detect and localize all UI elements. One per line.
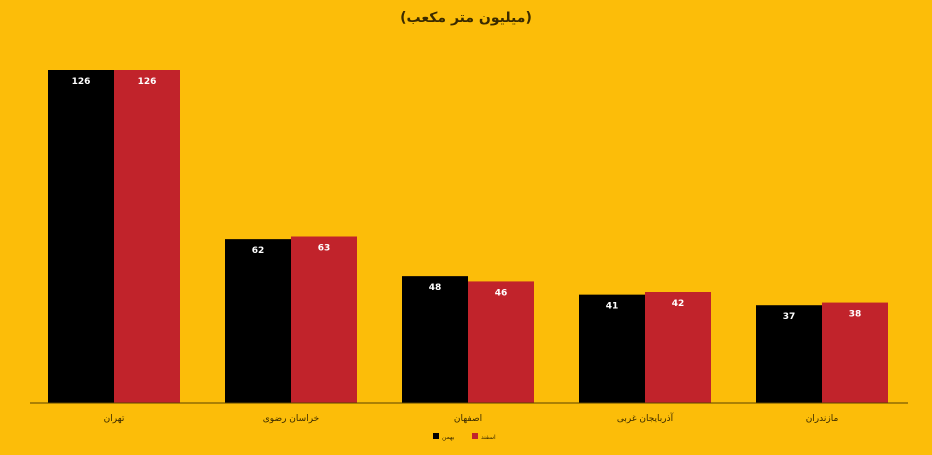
bar-4-0 bbox=[756, 305, 822, 403]
value-label-2-0: 48 bbox=[429, 283, 442, 293]
legend-label-esfand: اسفند bbox=[481, 434, 496, 441]
bar-3-1 bbox=[645, 292, 711, 403]
bar-0-1 bbox=[114, 70, 180, 403]
value-label-3-1: 42 bbox=[672, 299, 685, 309]
bar-0-0 bbox=[48, 70, 114, 403]
value-label-4-1: 38 bbox=[849, 310, 862, 320]
legend-swatch-bahman bbox=[433, 433, 439, 439]
value-label-2-1: 46 bbox=[495, 288, 508, 298]
bar-2-1 bbox=[468, 281, 534, 403]
category-label-3: آذربایجان غربی bbox=[617, 412, 674, 424]
category-label-4: مازندران bbox=[806, 414, 839, 424]
bars-group bbox=[48, 70, 888, 403]
value-label-3-0: 41 bbox=[606, 302, 619, 312]
value-label-1-1: 63 bbox=[318, 244, 331, 254]
bar-1-0 bbox=[225, 239, 291, 403]
value-label-4-0: 37 bbox=[783, 312, 796, 322]
bar-1-1 bbox=[291, 236, 357, 403]
bar-4-1 bbox=[822, 302, 888, 403]
category-label-2: اصفهان bbox=[454, 414, 482, 424]
category-label-0: تهران bbox=[104, 414, 125, 424]
legend-swatch-esfand bbox=[472, 433, 478, 439]
value-label-1-0: 62 bbox=[252, 246, 265, 256]
bar-2-0 bbox=[402, 276, 468, 403]
value-label-0-1: 126 bbox=[138, 77, 157, 87]
category-label-1: خراسان رضوی bbox=[263, 414, 319, 424]
chart-subtitle: (میلیون متر مکعب) bbox=[400, 10, 532, 26]
bar-3-0 bbox=[579, 294, 645, 403]
value-label-0-0: 126 bbox=[72, 77, 91, 87]
labels-group: 126 126 تهران 62 63 خراسان رضوی 48 46 اصفهان 41 42… bbox=[72, 77, 862, 424]
legend-label-bahman: بهمن bbox=[442, 434, 455, 441]
legend: بهمن اسفند bbox=[433, 433, 496, 441]
